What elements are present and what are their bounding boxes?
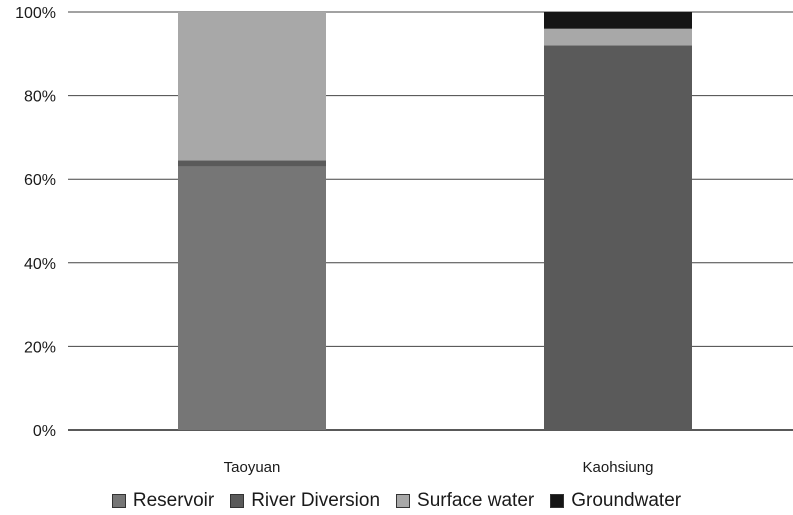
legend-label: Groundwater <box>571 490 682 511</box>
y-tick-label: 60% <box>24 172 56 189</box>
legend-swatch <box>550 494 565 508</box>
legend-item: River Diversion <box>230 490 380 512</box>
legend-swatch <box>111 494 126 508</box>
bar-segment <box>178 12 326 161</box>
bar-segment <box>178 160 326 167</box>
bars <box>178 12 692 430</box>
legend-label: River Diversion <box>251 490 381 511</box>
legend-swatch <box>396 494 411 508</box>
bar-segment <box>178 166 326 430</box>
bar-segment <box>544 45 692 430</box>
stacked-bar-chart: 0% 20% 40% 60% 80% 100% Taoyuan Kaohsiung <box>15 5 793 476</box>
legend-label: Surface water <box>417 490 535 511</box>
bar-segment <box>544 12 692 29</box>
legend-swatch <box>230 494 245 508</box>
legend-label: Reservoir <box>132 490 215 511</box>
y-tick-label: 20% <box>24 339 56 356</box>
legend-item: Reservoir <box>111 490 215 512</box>
bar-segment <box>544 28 692 46</box>
category-label: Kaohsiung <box>583 459 654 476</box>
y-tick-label: 0% <box>33 423 56 440</box>
legend: Reservoir River Diversion Surface water Gro… <box>0 487 793 515</box>
category-labels: Taoyuan Kaohsiung <box>224 459 654 476</box>
y-tick-labels: 0% 20% 40% 60% 80% 100% <box>15 5 56 440</box>
y-tick-label: 100% <box>15 5 56 22</box>
legend-item: Groundwater <box>550 490 681 512</box>
y-tick-label: 80% <box>24 89 56 106</box>
category-label: Taoyuan <box>224 459 281 476</box>
y-tick-label: 40% <box>24 256 56 273</box>
legend-item: Surface water <box>396 490 534 512</box>
